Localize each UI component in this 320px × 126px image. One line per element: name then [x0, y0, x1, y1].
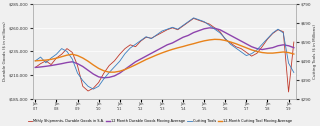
- Y-axis label: Cutting Tools ($ in Millions): Cutting Tools ($ in Millions): [313, 24, 317, 79]
- Y-axis label: Durable Goods ($ in millions): Durable Goods ($ in millions): [3, 22, 7, 81]
- Legend: Mthly Shipments, Durable Goods in S.A., 12 Month Durable Goods Moving Average, C: Mthly Shipments, Durable Goods in S.A., …: [26, 117, 294, 124]
